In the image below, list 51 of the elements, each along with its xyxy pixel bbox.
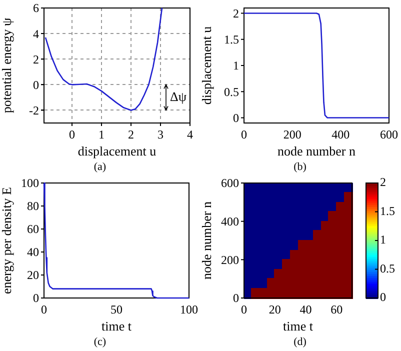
y-tick-label: 0.5 (224, 84, 239, 99)
x-tick-label: 400 (332, 127, 350, 142)
y-axis-title: potential energy ψ (0, 18, 14, 114)
color-bar-label: 0.5 (380, 261, 395, 276)
y-tick-label: 80 (27, 199, 39, 214)
annotation: Δψ (170, 88, 186, 104)
x-tick-label: 100 (180, 302, 198, 316)
text: (c) (92, 335, 108, 349)
x-tick-label: 4 (187, 127, 193, 142)
y-tick-label: 1 (233, 58, 239, 73)
y-tick-label: 40 (27, 245, 39, 260)
x-tick-label: 200 (283, 127, 302, 142)
x-tick-label: 20 (268, 302, 281, 316)
x-tick-label: 600 (380, 127, 398, 142)
color-bar-label: 2 (380, 175, 386, 190)
text: (d) (292, 335, 308, 349)
x-axis-title: time t (102, 318, 132, 334)
y-tick-label: 2 (233, 6, 239, 20)
y-tick-label: 4 (33, 26, 39, 41)
y-tick-label: 60 (27, 222, 39, 236)
y-tick-label: 400 (221, 214, 239, 229)
y-tick-label: 2 (33, 52, 39, 66)
y-tick-label: 600 (221, 176, 239, 190)
color-bar-label: 0 (380, 290, 386, 304)
x-tick-label: 1 (98, 127, 105, 142)
x-tick-label: 0 (69, 127, 76, 142)
y-tick-label: 0 (233, 110, 239, 125)
color-bar-label: 1.5 (380, 204, 395, 218)
y-axis-title: energy per density E (0, 186, 14, 294)
y-axis-title: node number n (199, 201, 214, 280)
y-axis-title: displacement u (199, 26, 214, 105)
y-tick-label: 0 (33, 78, 39, 92)
y-tick-label: 20 (27, 268, 39, 282)
x-tick-label: 2 (128, 127, 134, 142)
y-tick-label: 200 (221, 252, 239, 267)
x-tick-label: 50 (110, 302, 122, 316)
x-tick-label: 3 (158, 127, 164, 142)
x-tick-label: 60 (330, 302, 343, 316)
color-bar-label: 1 (380, 232, 386, 247)
x-axis-title: displacement u (78, 144, 157, 159)
y-tick-label: 0 (233, 291, 239, 306)
y-tick-label: -2 (29, 103, 39, 118)
y-tick-label: 6 (33, 1, 39, 16)
x-axis-title: node number n (278, 144, 356, 159)
text: (a) (92, 160, 108, 174)
y-tick-label: 100 (21, 176, 39, 190)
x-tick-label: 40 (300, 302, 312, 316)
y-tick-label: 1.5 (224, 32, 239, 47)
x-axis-title: time t (283, 318, 314, 334)
text: (b) (292, 160, 308, 174)
y-tick-label: 0 (33, 291, 39, 306)
